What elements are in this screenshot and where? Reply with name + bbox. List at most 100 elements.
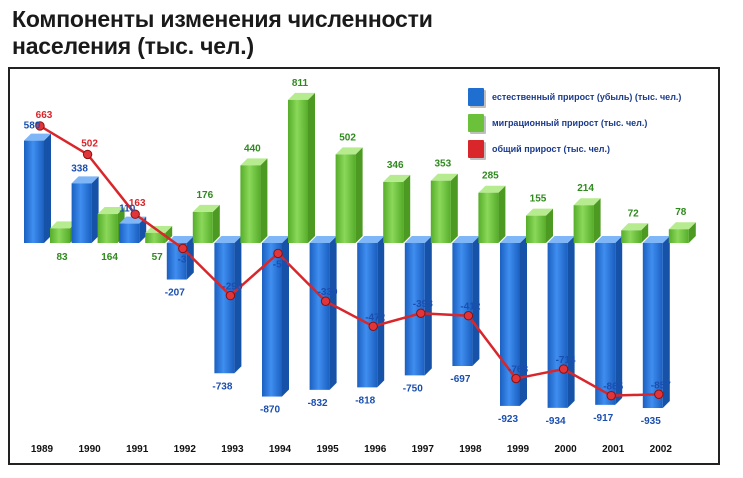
natural-bar-1990-side (91, 176, 99, 243)
natural-label-1991: 110 (119, 204, 136, 215)
x-tick-1996: 1996 (364, 444, 387, 455)
migration-bar-1992 (192, 204, 220, 243)
migration-label-2000: 214 (577, 183, 594, 194)
natural-bar-1998-top (452, 236, 480, 243)
migration-label-1997: 353 (434, 159, 451, 170)
migration-bar-1994-side (308, 92, 315, 244)
total-point-1998 (463, 311, 474, 321)
migration-bar-1996-front (383, 181, 404, 243)
migration-label-1998: 285 (482, 171, 499, 182)
total-label-1992: -31 (178, 254, 193, 265)
natural-bar-2001-front (595, 243, 616, 405)
natural-bar-1989 (24, 133, 51, 243)
migration-bar-2001 (621, 223, 649, 243)
legend-label-2: общий прирост (тыс. чел.) (492, 144, 611, 154)
natural-bar-2000-side (567, 236, 575, 408)
migration-bar-1992-front (192, 211, 213, 243)
migration-bar-2002 (668, 222, 696, 243)
natural-bar-2001-side (615, 236, 623, 405)
natural-label-1995: -832 (308, 398, 328, 409)
migration-label-2001: 72 (628, 208, 640, 219)
migration-label-1990: 164 (101, 252, 118, 263)
natural-bar-2000 (547, 236, 575, 408)
x-tick-1990: 1990 (78, 444, 101, 455)
x-tick-1997: 1997 (412, 444, 435, 455)
chart-legend: естественный прирост (убыль) (тыс. чел.)… (468, 84, 718, 162)
natural-label-2001: -917 (593, 413, 613, 424)
migration-label-1996: 346 (387, 160, 404, 171)
natural-label-2000: -934 (546, 416, 566, 427)
total-label-2002: -857 (651, 380, 671, 391)
migration-bar-2002-front (668, 229, 689, 243)
natural-label-1996: -818 (355, 395, 375, 406)
migration-bar-1999 (526, 208, 553, 243)
natural-bar-2001 (595, 236, 623, 405)
natural-bar-1997-front (404, 243, 425, 376)
migration-bar-1989-front (50, 228, 70, 243)
total-label-1990: 502 (81, 138, 98, 149)
migration-bar-1995-top (335, 147, 363, 155)
x-tick-1999: 1999 (507, 444, 530, 455)
natural-label-1989: 580 (24, 121, 41, 132)
total-point-2001 (606, 390, 616, 401)
migration-bar-1995 (335, 147, 363, 243)
natural-bar-2002-side (662, 236, 670, 409)
total-point-1997 (416, 308, 426, 318)
total-point-1994 (273, 248, 283, 259)
total-label-1991: 163 (129, 198, 146, 209)
migration-bar-2002-top (668, 222, 696, 230)
total-point-1995 (320, 296, 331, 306)
natural-bar-1994-top (262, 236, 289, 243)
migration-bar-1994-front (288, 99, 308, 244)
legend-label-0: естественный прирост (убыль) (тыс. чел.) (492, 92, 682, 102)
total-point-1990 (82, 149, 93, 160)
x-tick-1998: 1998 (459, 444, 482, 455)
x-tick-1989: 1989 (31, 444, 54, 455)
legend-item-2: общий прирост (тыс. чел.) (468, 136, 718, 162)
migration-label-1994: 811 (292, 78, 309, 89)
legend-swatch-1 (468, 114, 484, 132)
migration-bar-2000-side (593, 198, 601, 243)
natural-bar-1995 (309, 236, 337, 390)
natural-bar-1998 (452, 236, 480, 367)
migration-bar-1997-top (430, 173, 458, 181)
migration-bar-2000-front (573, 205, 594, 243)
migration-bar-1999-top (526, 208, 553, 216)
natural-bar-1991-front (119, 223, 140, 243)
natural-bar-2000-top (547, 236, 575, 243)
migration-label-1993: 440 (244, 143, 261, 154)
x-tick-1993: 1993 (221, 444, 244, 455)
total-point-1992 (178, 243, 188, 254)
total-point-1991 (130, 209, 140, 219)
migration-bar-1993 (240, 158, 268, 243)
natural-bar-1989-side (44, 133, 51, 243)
migration-bar-1993-front (240, 165, 261, 243)
x-tick-2002: 2002 (650, 444, 673, 455)
migration-bar-1992-top (192, 204, 220, 212)
total-point-1999 (511, 373, 521, 384)
natural-bar-1994 (262, 236, 289, 397)
legend-item-0: естественный прирост (убыль) (тыс. чел.) (468, 84, 718, 110)
migration-bar-2001-top (621, 223, 649, 231)
natural-bar-1995-side (329, 236, 337, 390)
total-line (39, 124, 659, 397)
natural-bar-2002-front (642, 243, 663, 409)
natural-bar-2001-top (595, 236, 623, 243)
natural-bar-1994-side (282, 236, 289, 397)
total-label-2001: -865 (603, 382, 623, 393)
migration-bar-1993-top (240, 158, 268, 166)
x-tick-1994: 1994 (269, 444, 292, 455)
migration-bar-1999-front (526, 215, 546, 243)
natural-bar-1993-top (214, 236, 242, 243)
migration-bar-1991-side (165, 225, 173, 243)
migration-bar-2002-side (688, 222, 696, 243)
natural-label-1992: -207 (165, 288, 185, 299)
natural-label-1990: 338 (71, 163, 88, 174)
total-point-1996 (368, 321, 378, 332)
natural-bar-1996-front (357, 243, 378, 388)
natural-label-2002: -935 (641, 416, 661, 427)
migration-bar-2000-top (573, 198, 601, 206)
migration-bar-1992-side (212, 204, 220, 243)
natural-bar-1997-side (424, 236, 432, 376)
